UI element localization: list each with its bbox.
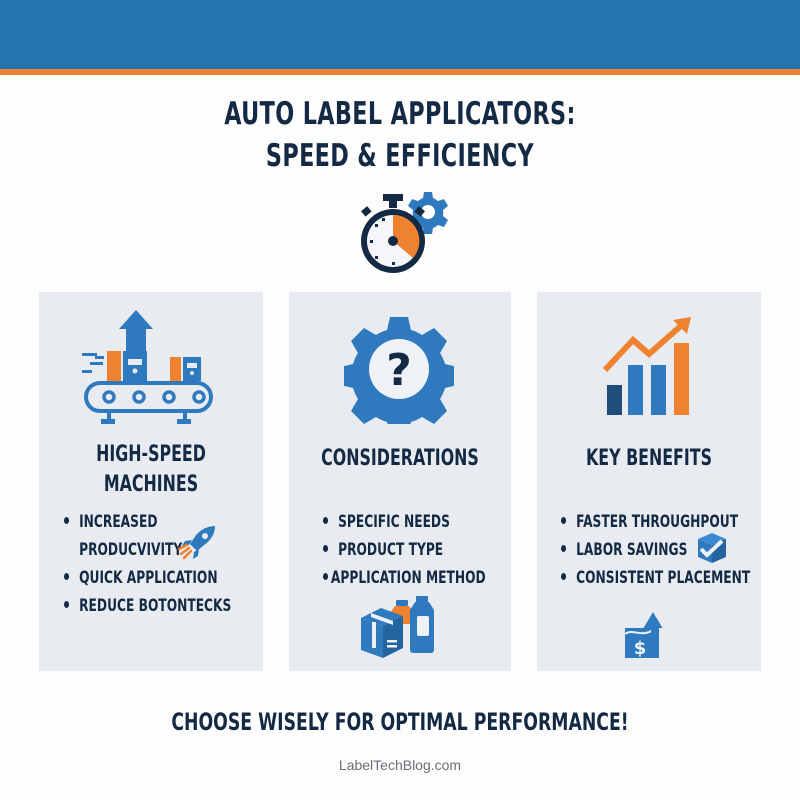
- bullet-item: CONSISTENT PLACEMENT: [561, 564, 750, 592]
- bullet-item-continuation: PRODUCVIVITY: [79, 540, 183, 560]
- title-line-1: AUTO LABEL APPLICATORS:: [224, 96, 576, 132]
- rocket-icon: [177, 526, 215, 560]
- panel-heading: HIGH-SPEED MACHINES: [96, 442, 206, 497]
- header-band: [0, 0, 800, 69]
- footer-tagline: CHOOSE WISELY FOR OPTIMAL PERFORMANCE!: [171, 708, 629, 736]
- conveyor-belt-with-boxes-icon: [82, 310, 213, 424]
- svg-text:$: $: [634, 638, 647, 659]
- bullet-item: SPECIFIC NEEDS: [323, 508, 486, 536]
- panel-heading: CONSIDERATIONS: [321, 446, 479, 471]
- box-check-icon: [698, 533, 726, 563]
- bullet-item: PRODUCT TYPE: [323, 536, 486, 564]
- bullet-list: INCREASED PRODUCVIVITY QUICK APPLICATION…: [64, 508, 296, 620]
- bullet-item: LABOR SAVINGS: [561, 536, 750, 564]
- footer-site-link[interactable]: LabelTechBlog.com: [338, 757, 462, 773]
- bullet-list: SPECIFIC NEEDS PRODUCT TYPE APPLICATION …: [323, 508, 549, 592]
- bullet-item: FASTER THROUGHPOUT: [561, 508, 750, 536]
- panel-heading: KEY BENEFITS: [586, 446, 712, 471]
- page-title: AUTO LABEL APPLICATORS: SPEED & EFFICIEN…: [112, 93, 688, 177]
- dollar-growth-icon: $: [624, 612, 663, 659]
- panel-key-benefits: KEY BENEFITS FASTER THROUGHPOUT LABOR SA…: [537, 292, 761, 671]
- header-accent-stripe: [0, 69, 800, 75]
- bullet-item: QUICK APPLICATION: [64, 564, 231, 592]
- gear-question-icon: ?: [344, 317, 454, 424]
- bullet-list: FASTER THROUGHPOUT LABOR SAVINGS CONSIST…: [561, 508, 800, 592]
- bullet-item: APPLICATION METHOD: [323, 564, 486, 592]
- bar-chart-growth-icon: [602, 317, 691, 415]
- panel-considerations: ? CONSIDERATIONS SPECIFIC NEEDS PRODUCT …: [289, 292, 511, 671]
- svg-text:?: ?: [386, 345, 412, 396]
- bullet-item: REDUCE BOTONTECKS: [64, 592, 231, 620]
- box-and-bottles-icon: [361, 596, 434, 658]
- bullet-item: INCREASED: [64, 508, 231, 536]
- panel-high-speed-machines: HIGH-SPEED MACHINES INCREASED PRODUCVIVI…: [39, 292, 263, 671]
- stopwatch-with-gear-icon: [361, 192, 448, 273]
- title-line-2: SPEED & EFFICIENCY: [265, 138, 535, 174]
